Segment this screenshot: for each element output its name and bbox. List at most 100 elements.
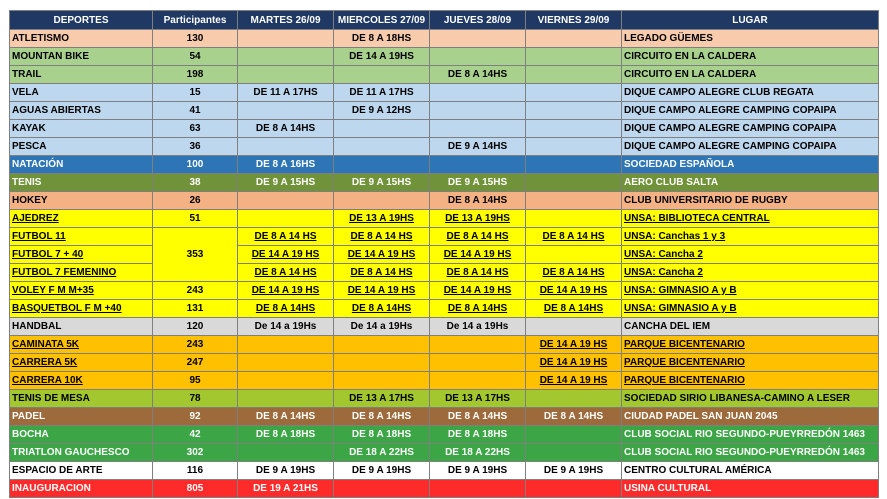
- schedule-jueves-cell: [429, 335, 526, 354]
- participants-cell: 243: [152, 281, 238, 300]
- schedule-jueves-cell: DE 8 A 14HS: [429, 299, 526, 318]
- participants-cell: 247: [152, 353, 238, 372]
- schedule-viernes-cell: [525, 245, 622, 264]
- schedule-table: DEPORTES Participantes MARTES 26/09 MIER…: [9, 10, 879, 498]
- venue-cell: DIQUE CAMPO ALEGRE CLUB REGATA: [621, 83, 879, 102]
- venue-cell: PARQUE BICENTENARIO: [621, 353, 879, 372]
- table-body: ATLETISMO 130 DE 8 A 18HS LEGADO GÜEMES MOUN…: [9, 29, 879, 498]
- header-miercoles: MIERCOLES 27/09: [333, 10, 430, 30]
- participants-cell: 15: [152, 83, 238, 102]
- schedule-martes-cell: [237, 101, 334, 120]
- schedule-viernes-cell: [525, 173, 622, 192]
- schedule-martes-cell: [237, 137, 334, 156]
- schedule-viernes-cell: [525, 155, 622, 174]
- table-row: ESPACIO DE ARTE 116 DE 9 A 19HS DE 9 A 19HS…: [9, 461, 879, 480]
- participants-cell: 353: [152, 227, 238, 282]
- venue-cell: CIRCUITO EN LA CALDERA: [621, 65, 879, 84]
- schedule-miercoles-cell: DE 8 A 14 HS: [333, 227, 430, 246]
- schedule-viernes-cell: [525, 317, 622, 336]
- schedule-jueves-cell: [429, 155, 526, 174]
- table-row: VELA 15 DE 11 A 17HS DE 11 A 17HS DIQUE CAMP…: [9, 83, 879, 102]
- header-viernes: VIERNES 29/09: [525, 10, 622, 30]
- schedule-jueves-cell: DE 13 A 19HS: [429, 209, 526, 228]
- sport-name-cell: CAMINATA 5K: [9, 335, 153, 354]
- sport-name-cell: FUTBOL 7 + 40: [9, 245, 153, 264]
- participants-cell: 243: [152, 335, 238, 354]
- schedule-miercoles-cell: De 14 a 19Hs: [333, 317, 430, 336]
- schedule-miercoles-cell: DE 14 A 19 HS: [333, 245, 430, 264]
- schedule-miercoles-cell: [333, 479, 430, 498]
- participants-cell: 130: [152, 29, 238, 48]
- schedule-miercoles-cell: [333, 137, 430, 156]
- sport-name-cell: ATLETISMO: [9, 29, 153, 48]
- header-lugar: LUGAR: [621, 10, 879, 30]
- table-row: FUTBOL 11 353 DE 8 A 14 HS DE 8 A 14 HS DE 8…: [9, 227, 879, 282]
- schedule-viernes-cell: DE 9 A 19HS: [525, 461, 622, 480]
- venue-cell: CANCHA DEL IEM: [621, 317, 879, 336]
- schedule-jueves-cell: DE 8 A 14HS: [429, 191, 526, 210]
- sport-name-cell: TENIS DE MESA: [9, 389, 153, 408]
- participants-cell: 54: [152, 47, 238, 66]
- participants-cell: 100: [152, 155, 238, 174]
- venue-cell: SOCIEDAD ESPAÑOLA: [621, 155, 879, 174]
- sport-name-cell: FUTBOL 11: [9, 227, 153, 246]
- schedule-jueves-cell: [429, 101, 526, 120]
- schedule-jueves-cell: DE 8 A 14 HS: [429, 227, 526, 246]
- sport-name-cell: FUTBOL 7 FEMENINO: [9, 263, 153, 282]
- schedule-viernes-cell: DE 14 A 19 HS: [525, 335, 622, 354]
- schedule-miercoles-cell: DE 8 A 14 HS: [333, 263, 430, 282]
- schedule-martes-cell: DE 11 A 17HS: [237, 83, 334, 102]
- sport-name-cell: MOUNTAN BIKE: [9, 47, 153, 66]
- participants-cell: 36: [152, 137, 238, 156]
- schedule-miercoles-cell: DE 8 A 14HS: [333, 407, 430, 426]
- schedule-miercoles-cell: [333, 155, 430, 174]
- sport-name-cell: AGUAS ABIERTAS: [9, 101, 153, 120]
- sport-name-cell: INAUGURACION: [9, 479, 153, 498]
- table-row: PESCA 36 DE 9 A 14HS DIQUE CAMPO ALEGRE CAM…: [9, 137, 879, 156]
- schedule-martes-cell: DE 8 A 18HS: [237, 425, 334, 444]
- table-row: TRAIL 198 DE 8 A 14HS CIRCUITO EN LA CALDER…: [9, 65, 879, 84]
- schedule-miercoles-cell: [333, 65, 430, 84]
- schedule-viernes-cell: [525, 389, 622, 408]
- participants-cell: 95: [152, 371, 238, 390]
- sport-name-cell: KAYAK: [9, 119, 153, 138]
- venue-cell: LEGADO GÜEMES: [621, 29, 879, 48]
- venue-cell: PARQUE BICENTENARIO: [621, 371, 879, 390]
- sport-name-cell: ESPACIO DE ARTE: [9, 461, 153, 480]
- schedule-martes-cell: [237, 353, 334, 372]
- participants-cell: 116: [152, 461, 238, 480]
- table-row: BOCHA 42 DE 8 A 18HS DE 8 A 18HS DE 8 A 18HS…: [9, 425, 879, 444]
- schedule-martes-cell: [237, 389, 334, 408]
- schedule-viernes-cell: [525, 83, 622, 102]
- table-row: CARRERA 5K 247 DE 14 A 19 HS PARQUE BICENTE…: [9, 353, 879, 372]
- table-row: TRIATLON GAUCHESCO 302 DE 18 A 22HS DE 18 A…: [9, 443, 879, 462]
- sport-name-cell: VOLEY F M M+35: [9, 281, 153, 300]
- schedule-martes-cell: DE 8 A 14 HS: [237, 263, 334, 282]
- table-row: KAYAK 63 DE 8 A 14HS DIQUE CAMPO ALEGRE CAM…: [9, 119, 879, 138]
- schedule-jueves-cell: DE 9 A 15HS: [429, 173, 526, 192]
- schedule-viernes-cell: [525, 47, 622, 66]
- participants-cell: 120: [152, 317, 238, 336]
- schedule-martes-cell: DE 8 A 14HS: [237, 119, 334, 138]
- schedule-miercoles-cell: [333, 371, 430, 390]
- schedule-martes-cell: DE 14 A 19 HS: [237, 245, 334, 264]
- table-row: FUTBOL 7 FEMENINO DE 8 A 14 HS DE 8 A 14 H…: [9, 263, 879, 282]
- schedule-miercoles-cell: [333, 353, 430, 372]
- venue-cell: UNSA: Cancha 2: [621, 245, 879, 264]
- venue-cell: DIQUE CAMPO ALEGRE CAMPING COPAIPA: [621, 101, 879, 120]
- schedule-martes-cell: [237, 47, 334, 66]
- sport-name-cell: CARRERA 5K: [9, 353, 153, 372]
- venue-cell: SOCIEDAD SIRIO LIBANESA-CAMINO A LESER: [621, 389, 879, 408]
- schedule-martes-cell: DE 14 A 19 HS: [237, 281, 334, 300]
- schedule-viernes-cell: [525, 137, 622, 156]
- participants-cell: 131: [152, 299, 238, 318]
- table-row: FUTBOL 7 + 40 DE 14 A 19 HS DE 14 A 19 HS D…: [9, 245, 879, 264]
- sport-name-cell: TRAIL: [9, 65, 153, 84]
- schedule-jueves-cell: [429, 119, 526, 138]
- sport-name-cell: HOKEY: [9, 191, 153, 210]
- participants-cell: 38: [152, 173, 238, 192]
- table-row: HOKEY 26 DE 8 A 14HS CLUB UNIVERSITARIO DE …: [9, 191, 879, 210]
- table-row: INAUGURACION 805 DE 19 A 21HS USINA CULTURA…: [9, 479, 879, 498]
- schedule-martes-cell: DE 8 A 14 HS: [237, 227, 334, 246]
- table-row: CAMINATA 5K 243 DE 14 A 19 HS PARQUE BICENT…: [9, 335, 879, 354]
